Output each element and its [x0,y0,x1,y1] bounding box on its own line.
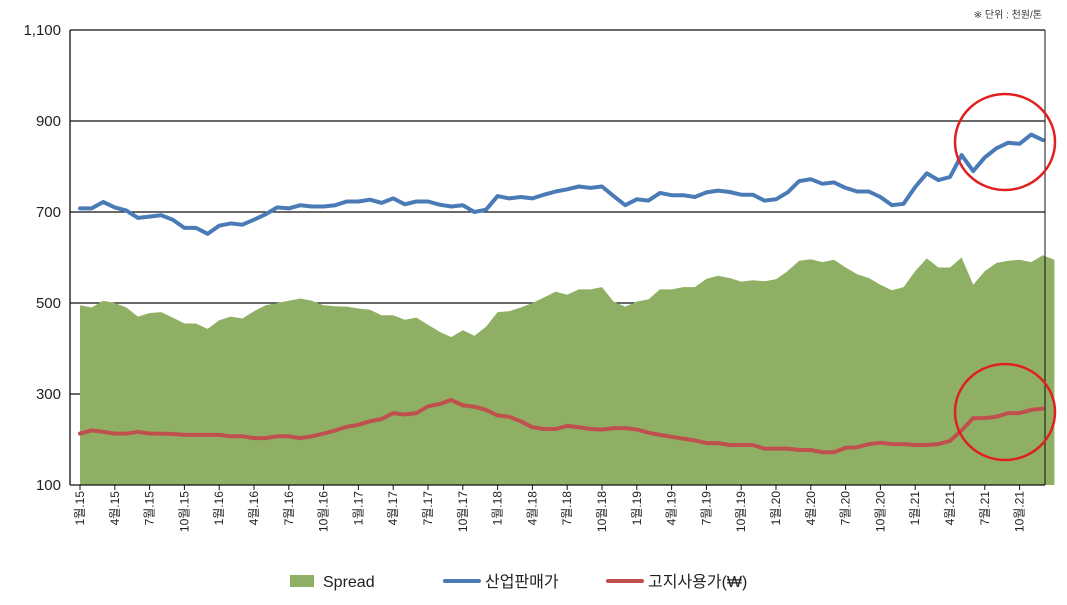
x-tick-label: 7월.16 [282,491,296,526]
x-tick-label: 4월.21 [943,491,957,526]
x-tick-label: 10월.16 [317,491,331,532]
x-tick-label: 4월.15 [108,491,122,526]
x-tick-label: 4월.17 [386,491,400,526]
x-tick-label: 1월.19 [630,491,644,526]
y-tick-label: 500 [36,295,61,312]
legend-label: 산업판매가 [485,573,559,591]
spread-area-layer [80,255,1055,485]
legend: Spread 산업판매가 고지사용가(₩) [290,573,747,591]
x-axis-ticks: 1월.15 4월.15 7월.15 10월.15 1월.16 4월.16 7월.16 10월.… [73,485,1027,532]
x-tick-label: 7월.15 [143,491,157,526]
axes [69,30,1046,486]
x-tick-label: 7월.17 [421,491,435,526]
unit-note: ※ 단위 : 천원/톤 [974,8,1042,21]
series-spread-area [80,255,1055,485]
x-tick-label: 10월.17 [456,491,470,532]
y-axis-ticks: 100 300 500 700 900 1,100 [23,22,61,494]
legend-swatch-spread [290,575,314,587]
y-tick-label: 1,100 [23,22,61,39]
x-tick-label: 1월.20 [769,491,783,526]
legend-label: 고지사용가(₩) [648,573,747,591]
x-tick-label: 1월.18 [491,491,505,526]
y-tick-label: 900 [36,113,61,130]
x-tick-label: 10월.20 [873,491,887,532]
line-series-layer [78,132,1045,455]
x-tick-label: 4월.16 [247,491,261,526]
x-tick-label: 7월.18 [560,491,574,526]
y-tick-label: 100 [36,477,61,494]
x-tick-label: 4월.19 [665,491,679,526]
x-tick-label: 10월.19 [734,491,748,532]
x-tick-label: 1월.21 [908,491,922,526]
series-line-2 [78,397,1045,455]
x-tick-label: 10월.15 [177,491,191,532]
highlight-circle-bottom [953,362,1057,462]
x-tick-label: 7월.21 [978,491,992,526]
highlight-circle-top [953,92,1057,192]
x-tick-label: 1월.17 [351,491,365,526]
x-tick-label: 1월.15 [73,491,87,526]
x-tick-label: 7월.19 [699,491,713,526]
x-tick-label: 10월.18 [595,491,609,532]
series-line-1 [78,132,1045,236]
x-tick-label: 10월.21 [1013,491,1027,532]
x-tick-label: 1월.16 [212,491,226,526]
x-tick-label: 7월.20 [839,491,853,526]
y-tick-label: 300 [36,386,61,403]
y-tick-label: 700 [36,204,61,221]
legend-label: Spread [323,574,375,591]
x-tick-label: 4월.20 [804,491,818,526]
x-tick-label: 4월.18 [525,491,539,526]
highlight-circles [953,92,1057,462]
